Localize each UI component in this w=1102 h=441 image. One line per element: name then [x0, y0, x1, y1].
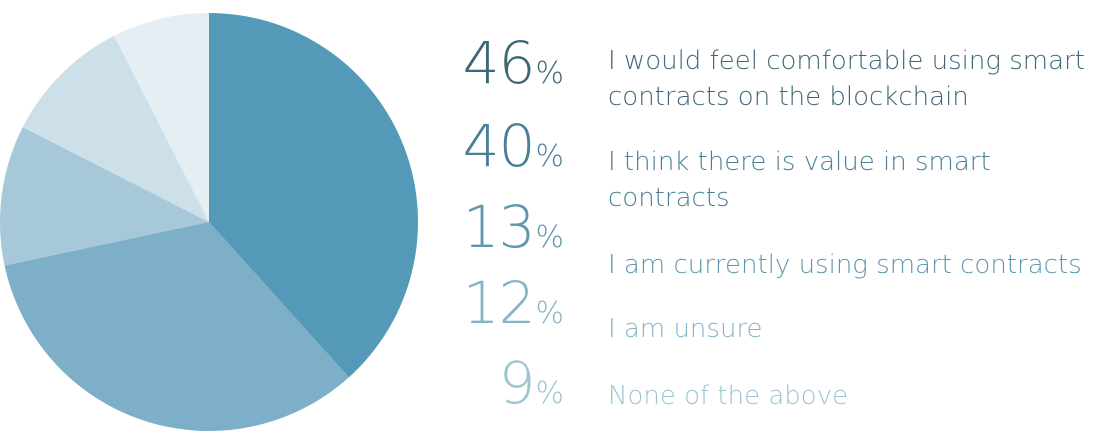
pie-slice-2	[0, 127, 209, 266]
legend-percent: 46%	[463, 34, 564, 92]
percent-sign: %	[535, 56, 564, 91]
legend-label: None of the above	[608, 378, 1098, 414]
legend-percent: 13%	[463, 198, 564, 256]
percent-value: 12	[462, 269, 536, 337]
legend-label: I am currently using smart contracts	[608, 247, 1098, 283]
legend-percent: 40%	[463, 117, 564, 175]
percent-sign: %	[535, 296, 564, 331]
legend-percent: 9%	[499, 354, 564, 412]
percent-value: 13	[462, 193, 536, 261]
percent-value: 46	[462, 29, 536, 97]
legend-label-line: I think there is value in smart	[608, 147, 991, 177]
percent-sign: %	[535, 220, 564, 255]
legend-label-line: I am unsure	[608, 314, 763, 344]
legend-label-line: None of the above	[608, 381, 849, 411]
legend-label-line: I would feel comfortable using smart	[608, 46, 1085, 76]
legend-label: I would feel comfortable using smart con…	[608, 43, 1098, 115]
pie-slices	[0, 13, 418, 431]
pie-slice-0	[209, 13, 418, 378]
legend-percent: 12%	[463, 274, 564, 332]
percent-sign: %	[535, 139, 564, 174]
legend-label-line: contracts	[608, 183, 730, 213]
legend-label: I am unsure	[608, 311, 1098, 347]
percent-value: 9	[498, 349, 536, 417]
percent-sign: %	[535, 376, 564, 411]
pie-slice-3	[22, 35, 210, 223]
legend: 46% I would feel comfortable using smart…	[440, 0, 1102, 441]
legend-label: I think there is value in smart contract…	[608, 144, 1098, 216]
pie-slice-1	[4, 222, 349, 431]
percent-value: 40	[462, 112, 536, 180]
pie-chart	[0, 13, 418, 431]
pie-slice-4	[114, 13, 209, 222]
legend-label-line: contracts on the blockchain	[608, 82, 969, 112]
legend-label-line: I am currently using smart contracts	[608, 250, 1082, 280]
